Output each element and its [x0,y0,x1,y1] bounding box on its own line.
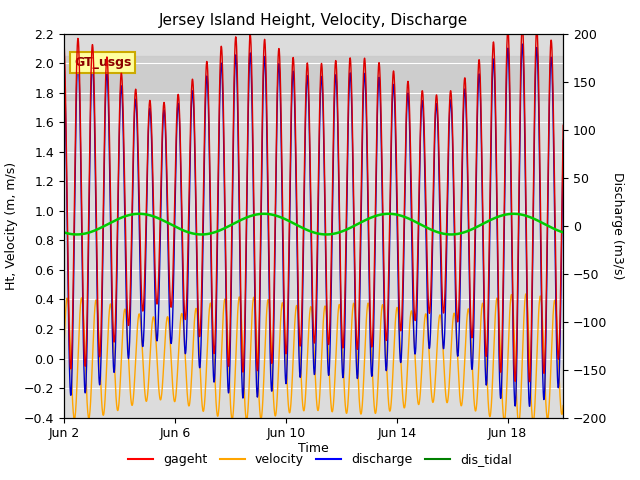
Title: Jersey Island Height, Velocity, Discharge: Jersey Island Height, Velocity, Discharg… [159,13,468,28]
Text: GT_usgs: GT_usgs [74,56,131,69]
Y-axis label: Discharge (m3/s): Discharge (m3/s) [611,172,624,279]
Bar [64,56,563,100]
Y-axis label: Ht, Velocity (m, m/s): Ht, Velocity (m, m/s) [5,162,19,289]
Legend: gageht, velocity, discharge, dis_tidal: gageht, velocity, discharge, dis_tidal [123,448,517,471]
X-axis label: Time: Time [298,442,329,455]
